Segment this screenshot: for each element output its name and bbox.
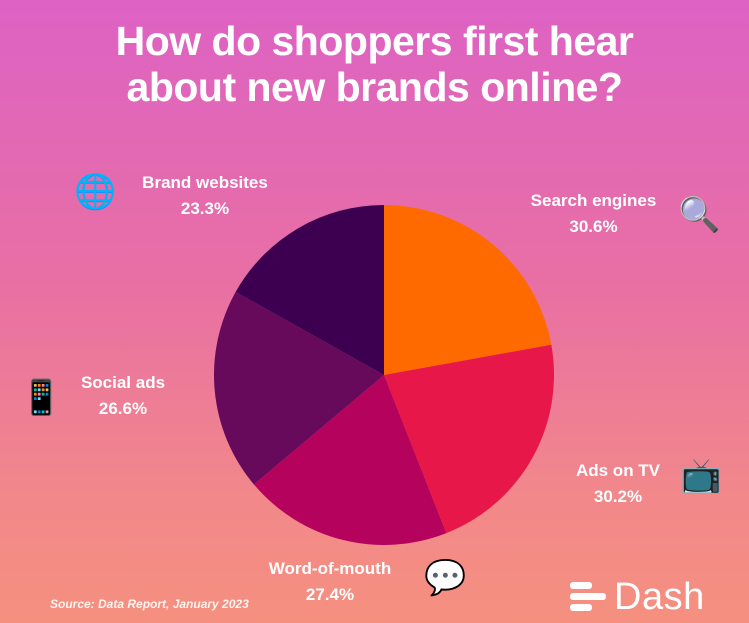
slice-value: 23.3% — [180, 199, 230, 218]
pie-slice-brand-websites — [235, 205, 384, 375]
chart-title: How do shoppers first hear about new bra… — [0, 18, 749, 110]
pie-slice-social-ads — [213, 291, 384, 485]
pie-slice-word-of-mouth — [253, 375, 447, 545]
source-note: Source: Data Report, January 2023 — [50, 597, 249, 611]
pie-slice-ads-on-tv — [384, 344, 555, 534]
globe-icon: 🌐 — [74, 172, 117, 212]
title-line-2: about new brands online? — [126, 64, 623, 110]
label-word-of-mouth: Word-of-mouth 27.4% — [245, 556, 415, 608]
slice-label: Ads on TV — [575, 461, 661, 480]
slice-value: 30.2% — [593, 487, 643, 506]
slice-value: 27.4% — [305, 585, 355, 604]
dash-logo: Dash — [570, 574, 705, 620]
title-line-1: How do shoppers first hear — [115, 18, 634, 64]
speech-bubble-icon: 💬 — [424, 558, 467, 598]
slice-label: Social ads — [80, 373, 166, 392]
label-social-ads: Social ads 26.6% — [58, 370, 188, 422]
slice-label: Search engines — [530, 191, 657, 210]
television-icon: 📺 — [680, 456, 723, 496]
brand-name: Dash — [614, 575, 705, 618]
slice-value: 30.6% — [569, 217, 618, 236]
slice-value: 26.6% — [98, 399, 148, 418]
label-brand-websites: Brand websites 23.3% — [120, 170, 290, 222]
label-search-engines: Search engines 30.6% — [506, 188, 681, 240]
dash-logo-icon — [570, 580, 606, 614]
magnifying-glass-icon: 🔍 — [678, 195, 721, 235]
pie-slice-search-engines — [384, 204, 552, 375]
slice-label: Word-of-mouth — [268, 559, 392, 578]
slice-label: Brand websites — [142, 173, 268, 192]
label-ads-on-tv: Ads on TV 30.2% — [558, 458, 678, 510]
mobile-phone-icon: 📱 — [20, 378, 63, 418]
